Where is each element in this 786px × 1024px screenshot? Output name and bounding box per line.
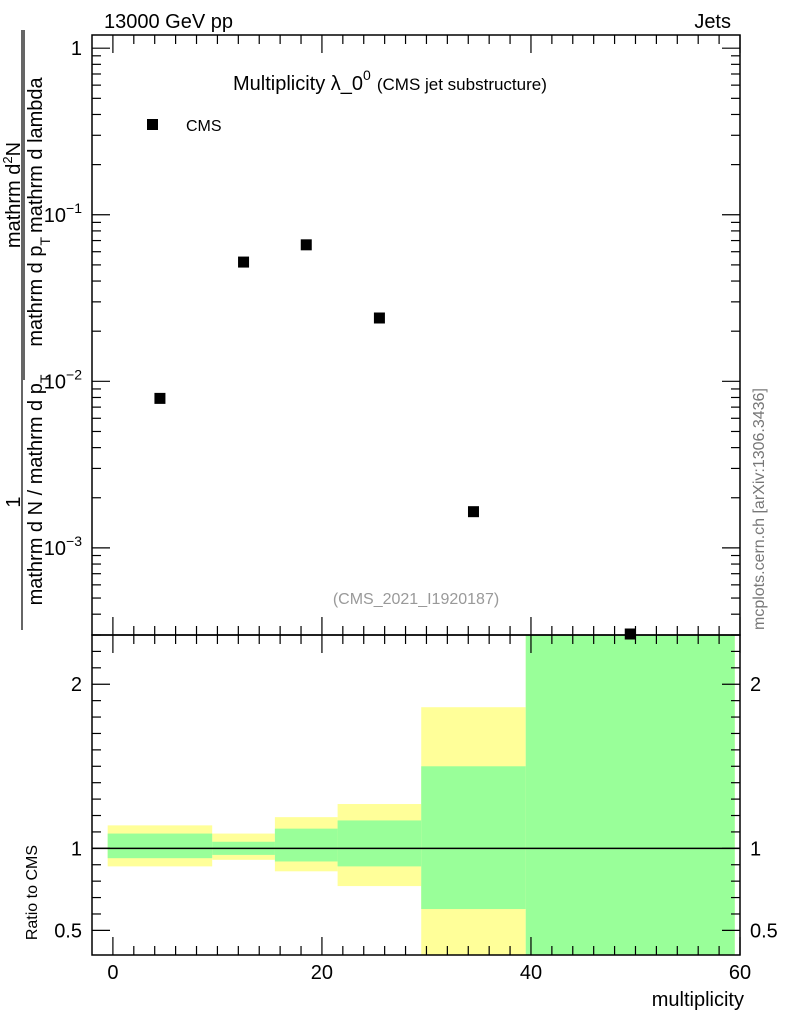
axis-ticks <box>92 35 741 955</box>
y-tick-label-ratio-left: 0.5 <box>54 920 82 942</box>
ratio-y-label: Ratio to CMS <box>24 845 41 940</box>
energy-label: 13000 GeV pp <box>104 11 233 33</box>
y-label-inner-den-sub: T <box>37 237 53 246</box>
chart-title: Multiplicity λ_00 (CMS jet substructure) <box>233 67 547 95</box>
cms-data-point <box>624 628 636 640</box>
y-label-outer-numerator: 1 <box>3 496 25 507</box>
y-tick-label-ratio-right: 1 <box>750 838 761 860</box>
y-label-inner-num-tail: N <box>3 142 25 156</box>
analysis-id: (CMS_2021_I1920187) <box>333 591 499 608</box>
cms-data-point <box>373 312 385 324</box>
y-label-inner-den-text: mathrm d p <box>25 246 47 347</box>
x-tick-label: 0 <box>107 962 118 984</box>
y-axis-label-main: 1 mathrm d N / mathrm d pT mathrm d2N ma… <box>0 30 53 630</box>
chart-subtitle: (CMS jet substructure) <box>377 75 547 94</box>
cms-data-point <box>154 392 166 404</box>
ratio-plot-frame <box>91 634 741 956</box>
x-axis-label: multiplicity <box>652 989 744 1011</box>
x-tick-label: 20 <box>311 962 333 984</box>
stat-band-bin <box>107 833 213 859</box>
legend-label-cms: CMS <box>186 118 222 135</box>
legend-marker-cms <box>147 119 158 130</box>
y-label-outer-den-sub: T <box>37 374 53 383</box>
x-tick-label: 60 <box>729 962 751 984</box>
y-tick-label-main: 1 <box>71 38 82 60</box>
cms-data-point <box>467 506 479 518</box>
y-tick-label-ratio-right: 2 <box>750 674 761 696</box>
y-label-inner-denominator: mathrm d pTmathrm d lambda <box>25 76 53 346</box>
ratio-bands <box>107 635 735 955</box>
y-label-inner-num-text: mathrm d <box>3 164 25 248</box>
chart-title-superscript: 0 <box>363 67 371 83</box>
tick-labels: 1 10−1 10−2 10−3 2 2 1 1 0.5 0.5 0 20 40 60 <box>44 38 778 984</box>
y-label-inner-numerator: mathrm d2N <box>0 142 25 248</box>
y-tick-label-main: 10−3 <box>44 533 82 560</box>
stat-band-bin <box>337 820 422 867</box>
data-points <box>154 239 636 640</box>
y-label-outer-denominator: mathrm d N / mathrm d pT <box>25 374 53 605</box>
cms-data-point <box>300 239 312 251</box>
y-tick-label-ratio-left: 2 <box>71 674 82 696</box>
y-label-outer-den-text: mathrm d N / mathrm d p <box>25 383 47 605</box>
y-tick-label-ratio-left: 1 <box>71 838 82 860</box>
y-label-inner-num-sup: 2 <box>0 156 15 163</box>
y-label-inner-den-tail: mathrm d lambda <box>25 76 47 232</box>
stat-band-bin <box>274 828 338 862</box>
side-label: mcplots.cern.ch [arXiv:1306.3436] <box>751 388 768 630</box>
stat-band-bin <box>525 635 735 955</box>
process-label: Jets <box>694 11 731 33</box>
y-tick-label-main: 10−2 <box>44 366 82 393</box>
stat-band-bin <box>421 766 526 910</box>
y-tick-label-main: 10−1 <box>44 200 82 227</box>
y-tick-label-ratio-right: 0.5 <box>750 920 778 942</box>
cms-data-point <box>238 256 250 268</box>
x-tick-label: 40 <box>520 962 542 984</box>
chart-title-main: Multiplicity λ_0 <box>233 73 363 95</box>
